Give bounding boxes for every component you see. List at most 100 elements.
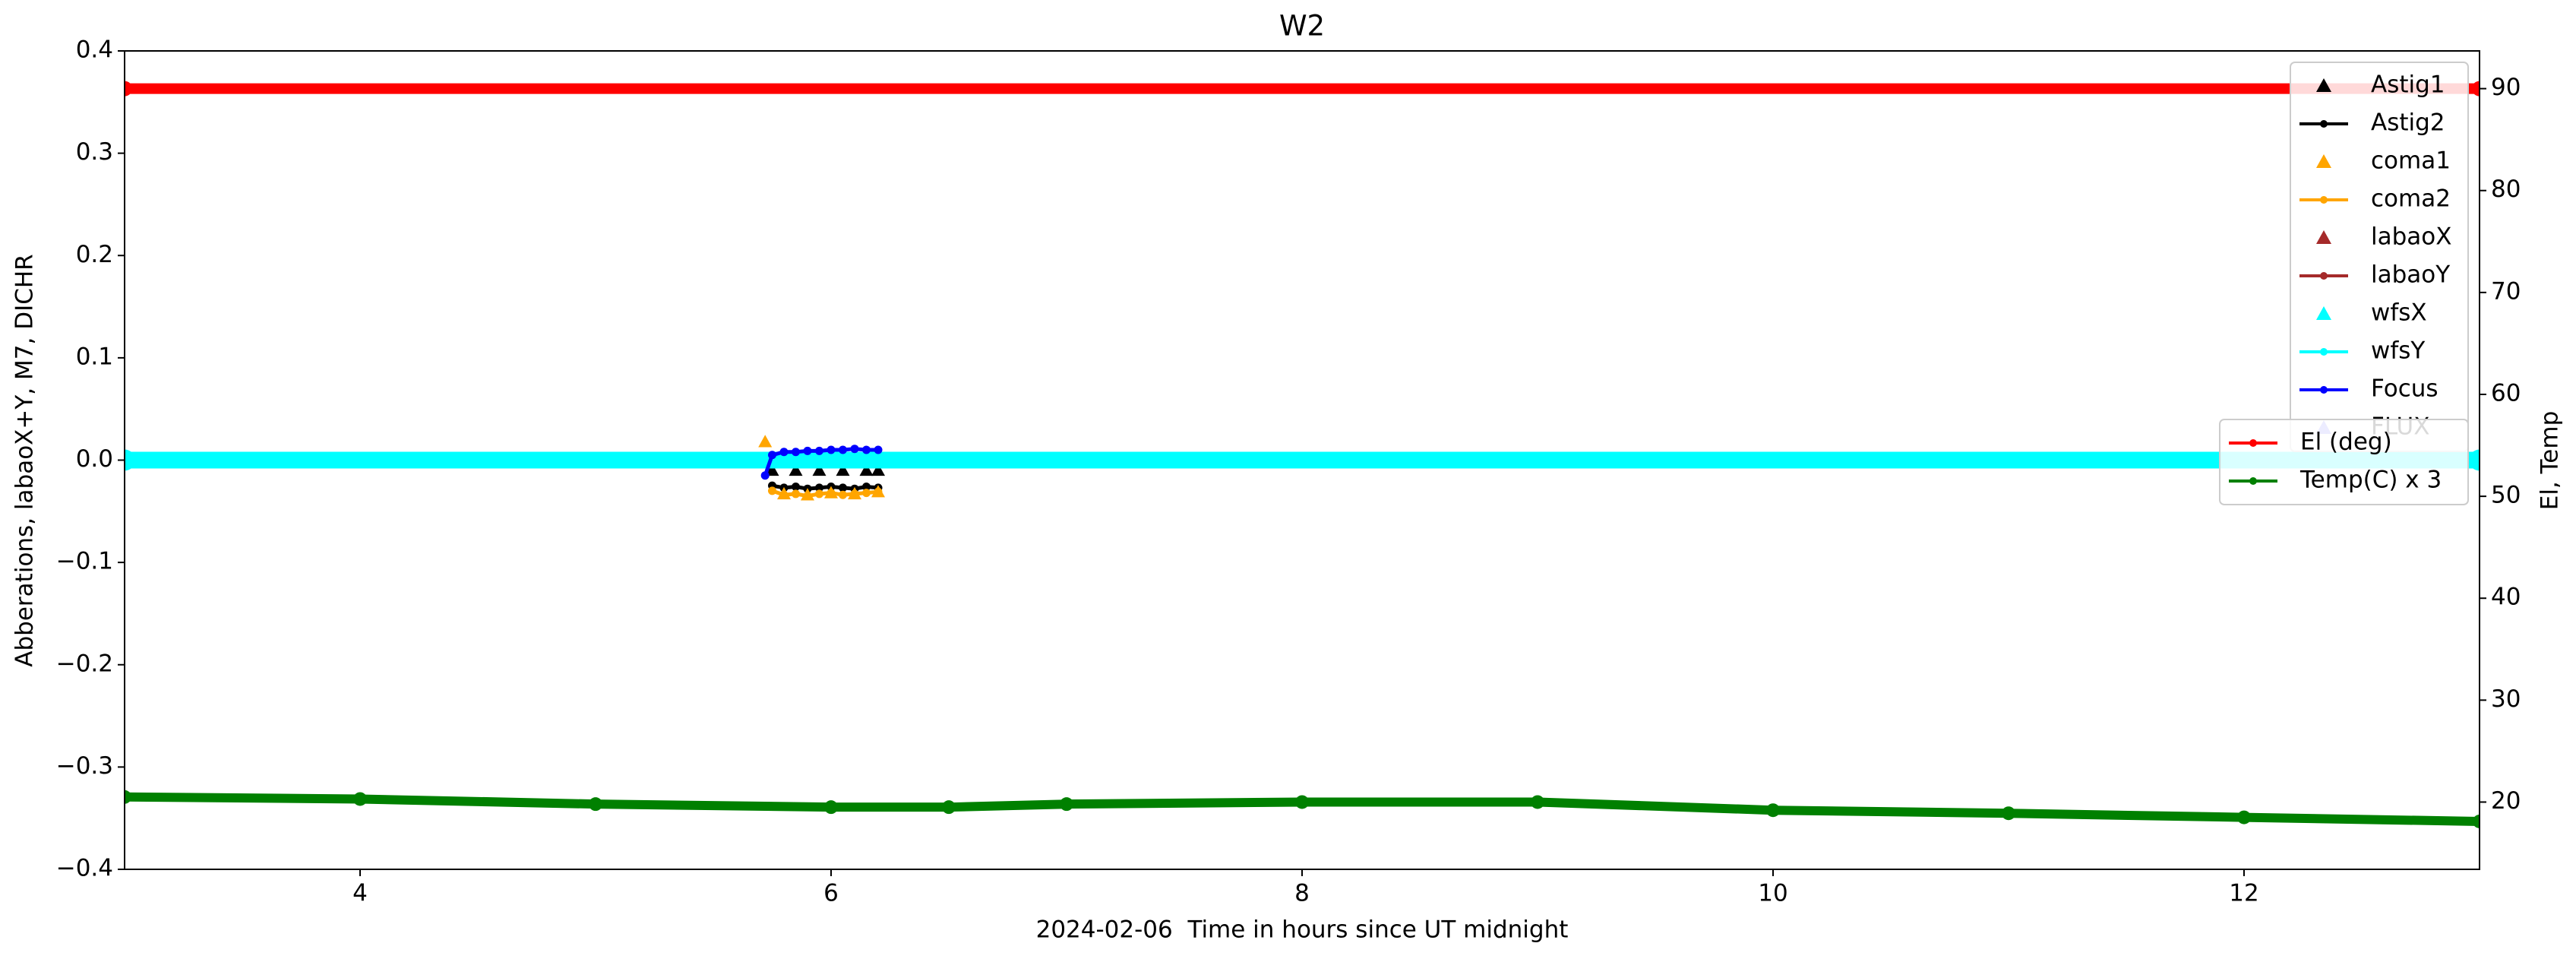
point-marker	[125, 81, 132, 97]
point-marker	[862, 445, 871, 454]
point-marker	[824, 800, 838, 815]
legend-marker	[2320, 120, 2328, 128]
y2-tick-label: 40	[2491, 584, 2521, 611]
y-tick-label: 0.4	[76, 36, 113, 64]
x-tick-label: 12	[2229, 880, 2258, 907]
legend-label: Astig1	[2371, 71, 2445, 99]
y-tick-label: −0.3	[56, 752, 113, 780]
point-marker	[874, 445, 883, 454]
point-marker	[815, 446, 823, 455]
point-marker	[768, 486, 776, 495]
plot-area	[125, 81, 2480, 828]
x-tick-label: 6	[823, 880, 839, 907]
point-marker	[874, 487, 883, 496]
legend-label: coma1	[2371, 147, 2451, 175]
point-marker	[871, 463, 885, 476]
point-marker	[859, 463, 874, 476]
y-tick-label: 0.2	[76, 241, 113, 268]
y-axis-label: Abberations, labaoX+Y, M7, DICHR	[11, 254, 39, 666]
point-marker	[758, 435, 773, 448]
x-tick-label: 4	[352, 880, 368, 907]
y2-tick-label: 20	[2491, 787, 2521, 815]
legend-marker	[2249, 477, 2257, 485]
legend-label: wfsX	[2371, 299, 2427, 327]
x-axis-label: 2024-02-06 Time in hours since UT midnig…	[1036, 916, 1569, 944]
point-marker	[2469, 449, 2480, 471]
point-marker	[789, 463, 803, 476]
point-marker	[792, 483, 800, 492]
point-marker	[2472, 81, 2480, 97]
point-marker	[862, 483, 871, 492]
plot-frame	[124, 50, 2480, 870]
chart-title: W2	[1279, 10, 1325, 43]
legend-label: Focus	[2371, 375, 2439, 403]
point-marker	[827, 445, 836, 454]
legend-marker	[2320, 386, 2328, 394]
point-marker	[942, 800, 956, 815]
x-tick-label: 8	[1294, 880, 1310, 907]
legend-label: wfsY	[2371, 337, 2425, 365]
y2-tick-label: 60	[2491, 379, 2521, 407]
point-marker	[850, 445, 859, 454]
series-line	[771, 489, 879, 498]
point-marker	[2473, 814, 2480, 828]
point-marker	[768, 451, 776, 460]
legend-label: El (deg)	[2300, 429, 2392, 456]
legend-marker	[2249, 439, 2257, 447]
legend-box	[2219, 419, 2469, 505]
legend-label: labaoY	[2371, 261, 2450, 289]
point-marker	[1295, 795, 1309, 809]
point-marker	[125, 449, 135, 471]
x-tick-label: 10	[1758, 880, 1787, 907]
legend-marker	[2316, 306, 2331, 320]
point-marker	[792, 448, 800, 457]
y2-tick-label: 70	[2491, 277, 2521, 305]
legend-marker	[2316, 78, 2331, 92]
legend-marker	[2316, 154, 2331, 168]
series-line	[772, 483, 879, 491]
point-marker	[779, 490, 789, 499]
y2-axis-label: El, Temp	[2536, 411, 2564, 511]
point-marker	[839, 445, 847, 454]
y2-tick-label: 30	[2491, 685, 2521, 713]
point-marker	[2237, 810, 2251, 824]
y-tick-label: 0.0	[76, 445, 113, 473]
y2-tick-label: 50	[2491, 482, 2521, 509]
y-tick-label: −0.2	[56, 650, 113, 677]
point-marker	[2002, 806, 2015, 821]
point-marker	[1766, 803, 1780, 818]
point-marker	[125, 790, 131, 804]
point-marker	[765, 463, 779, 476]
point-marker	[839, 483, 847, 492]
point-marker	[589, 797, 602, 812]
y-tick-label: −0.4	[56, 855, 113, 882]
y-tick-label: 0.1	[76, 343, 113, 370]
point-marker	[827, 489, 836, 498]
legend-marker	[2320, 196, 2328, 204]
legend-marker	[2320, 272, 2328, 280]
point-marker	[760, 471, 770, 480]
point-marker	[1531, 795, 1544, 809]
y-tick-label: −0.1	[56, 548, 113, 575]
point-marker	[803, 492, 812, 501]
y-tick-label: 0.3	[76, 138, 113, 166]
point-marker	[779, 448, 789, 457]
point-marker	[1060, 797, 1073, 812]
point-marker	[792, 489, 800, 498]
y2-tick-label: 90	[2491, 74, 2521, 101]
point-marker	[812, 463, 827, 476]
legend-marker	[2320, 348, 2328, 356]
point-marker	[815, 489, 823, 498]
legend-label: Astig2	[2371, 109, 2445, 137]
point-marker	[353, 792, 367, 806]
series-line	[125, 792, 2480, 826]
legend-label: coma2	[2371, 185, 2451, 213]
point-marker	[836, 463, 850, 476]
point-marker	[803, 446, 812, 455]
legend-label: Temp(C) x 3	[2299, 467, 2442, 494]
point-marker	[839, 490, 847, 499]
point-marker	[862, 489, 871, 498]
legend-marker	[2316, 230, 2331, 244]
y2-tick-label: 80	[2491, 176, 2521, 203]
